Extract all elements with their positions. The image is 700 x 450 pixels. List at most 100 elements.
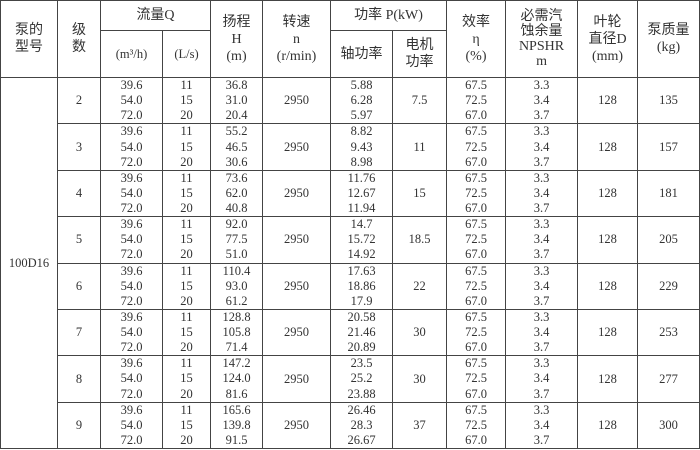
flow-m3h-cell-value: 54.0 [120,93,143,108]
flow-m3h-cell: 39.6 54.0 72.0 [100,401,163,450]
flow-m3h-cell-value: 39.6 [120,263,143,278]
pump-mass-cell: 157 [637,123,700,171]
efficiency-cell-value: 67.5 [465,402,487,417]
head-cell-value: 62.0 [225,185,248,200]
header-power: 功率 P(kW) [329,0,448,31]
header-head: 扬程 H (m) [210,0,263,78]
efficiency-cell-value: 72.5 [465,325,487,340]
npshr-cell-value: 3.4 [533,185,550,200]
efficiency-cell-value: 67.5 [465,124,487,139]
motor-power-cell: 18.5 [391,216,448,264]
flow-m3h-cell: 39.6 54.0 72.0 [100,169,163,218]
motor-power-cell: 7.5 [391,76,448,125]
shaft-power-cell-value: 20.89 [347,340,376,355]
stage-cell: 7 [57,308,101,357]
efficiency-cell-value: 72.5 [465,93,487,108]
flow-m3h-cell-value: 72.0 [120,432,143,447]
npshr-cell-value: 3.3 [533,263,550,278]
head-cell: 165.6 139.8 91.5 [210,401,263,450]
motor-power-cell: 30 [391,308,448,357]
flow-m3h-cell-value: 54.0 [120,278,143,293]
impeller-diameter-cell: 128 [577,262,639,310]
flow-ls-cell-value: 11 [180,78,193,93]
flow-ls-cell-value: 15 [180,278,193,293]
shaft-power-cell-value: 18.86 [347,278,376,293]
flow-ls-cell-value: 11 [180,170,193,185]
motor-power-cell: 22 [391,262,448,310]
head-cell: 110.4 93.0 61.2 [210,262,263,310]
shaft-power-cell-value: 9.43 [350,139,373,154]
header-speed: 转速 n (r/min) [262,0,331,78]
flow-m3h-cell-value: 54.0 [120,371,143,386]
flow-ls-cell-value: 11 [180,217,193,232]
efficiency-cell-value: 67.0 [465,201,487,216]
efficiency-cell-value: 67.0 [465,432,487,447]
flow-m3h-cell-value: 72.0 [120,154,143,169]
flow-ls-cell-value: 15 [180,417,193,432]
npshr-cell: 3.3 3.4 3.7 [505,216,579,264]
table-row: 100D16 2 39.6 54.0 72.0 11 15 20 36.8 31.0 20.4 295… [0,76,700,450]
flow-m3h-cell-value: 39.6 [120,124,143,139]
efficiency-cell: 67.5 72.5 67.0 [446,76,507,125]
head-cell-value: 36.8 [225,78,248,93]
header-impeller-diameter: 叶轮 直径D (mm) [577,0,639,78]
shaft-power-cell-value: 21.46 [347,325,376,340]
npshr-cell: 3.3 3.4 3.7 [505,169,579,218]
flow-ls-cell-value: 15 [180,93,193,108]
head-cell-value: 128.8 [222,310,251,324]
flow-m3h-cell-value: 72.0 [120,247,143,262]
shaft-power-cell-value: 26.46 [347,402,376,417]
flow-ls-cell: 11 15 20 [162,123,211,171]
flow-m3h-cell: 39.6 54.0 72.0 [100,216,163,264]
motor-power-cell: 37 [391,401,448,450]
head-cell-value: 61.2 [225,293,248,308]
pump-mass-cell: 205 [637,216,700,264]
table-row: 6 39.6 54.0 72.0 11 15 20 110.4 93.0 61.2 2950 17.6… [1,262,700,310]
stage-cell: 3 [57,123,101,171]
shaft-power-cell-value: 11.94 [347,201,376,216]
head-cell-value: 91.5 [225,432,248,447]
flow-ls-cell-value: 15 [180,232,193,247]
pump-mass-cell: 135 [637,76,700,125]
flow-ls-cell-value: 11 [180,263,193,278]
shaft-power-cell-value: 23.88 [347,386,376,401]
efficiency-cell-value: 67.5 [465,263,487,278]
head-cell-value: 147.2 [222,356,251,371]
flow-m3h-cell-value: 39.6 [120,402,143,417]
flow-ls-cell-value: 11 [180,356,193,371]
efficiency-cell: 67.5 72.5 67.0 [446,123,507,171]
efficiency-cell: 67.5 72.5 67.0 [446,401,507,450]
flow-ls-cell: 11 15 20 [162,76,211,125]
head-cell: 55.2 46.5 30.6 [210,123,263,171]
speed-cell: 2950 [262,123,331,171]
flow-m3h-cell-value: 54.0 [120,417,143,432]
flow-m3h-cell-value: 39.6 [120,310,143,324]
head-cell-value: 73.6 [225,170,248,185]
npshr-cell: 3.3 3.4 3.7 [505,76,579,125]
flow-m3h-cell-value: 39.6 [120,170,143,185]
impeller-diameter-cell: 128 [577,355,639,403]
table-row: 9 39.6 54.0 72.0 11 15 20 165.6 139.8 91.5 2950 26.… [1,401,700,450]
efficiency-cell-value: 67.0 [465,247,487,262]
flow-m3h-cell-value: 72.0 [120,340,143,355]
flow-ls-cell-value: 15 [180,325,193,340]
efficiency-cell-value: 72.5 [465,371,487,386]
head-cell-value: 77.5 [225,232,248,247]
head-cell-value: 81.6 [225,386,248,401]
npshr-cell-value: 3.3 [533,124,550,139]
flow-ls-cell-value: 11 [180,310,193,324]
header-motor-power: 电机 功率 [391,30,448,78]
npshr-cell-value: 3.3 [533,402,550,417]
flow-ls-cell-value: 20 [180,293,193,308]
flow-m3h-cell-value: 54.0 [120,232,143,247]
head-cell-value: 30.6 [225,154,248,169]
shaft-power-cell-value: 26.67 [347,432,376,447]
npshr-cell-value: 3.7 [533,386,550,401]
flow-ls-cell-value: 20 [180,340,193,355]
flow-m3h-cell-value: 39.6 [120,217,143,232]
head-cell-value: 46.5 [225,139,248,154]
npshr-cell-value: 3.3 [533,78,550,93]
npshr-cell-value: 3.7 [533,247,550,262]
shaft-power-cell: 17.63 18.86 17.9 [330,262,393,310]
impeller-diameter-cell: 128 [577,123,639,171]
